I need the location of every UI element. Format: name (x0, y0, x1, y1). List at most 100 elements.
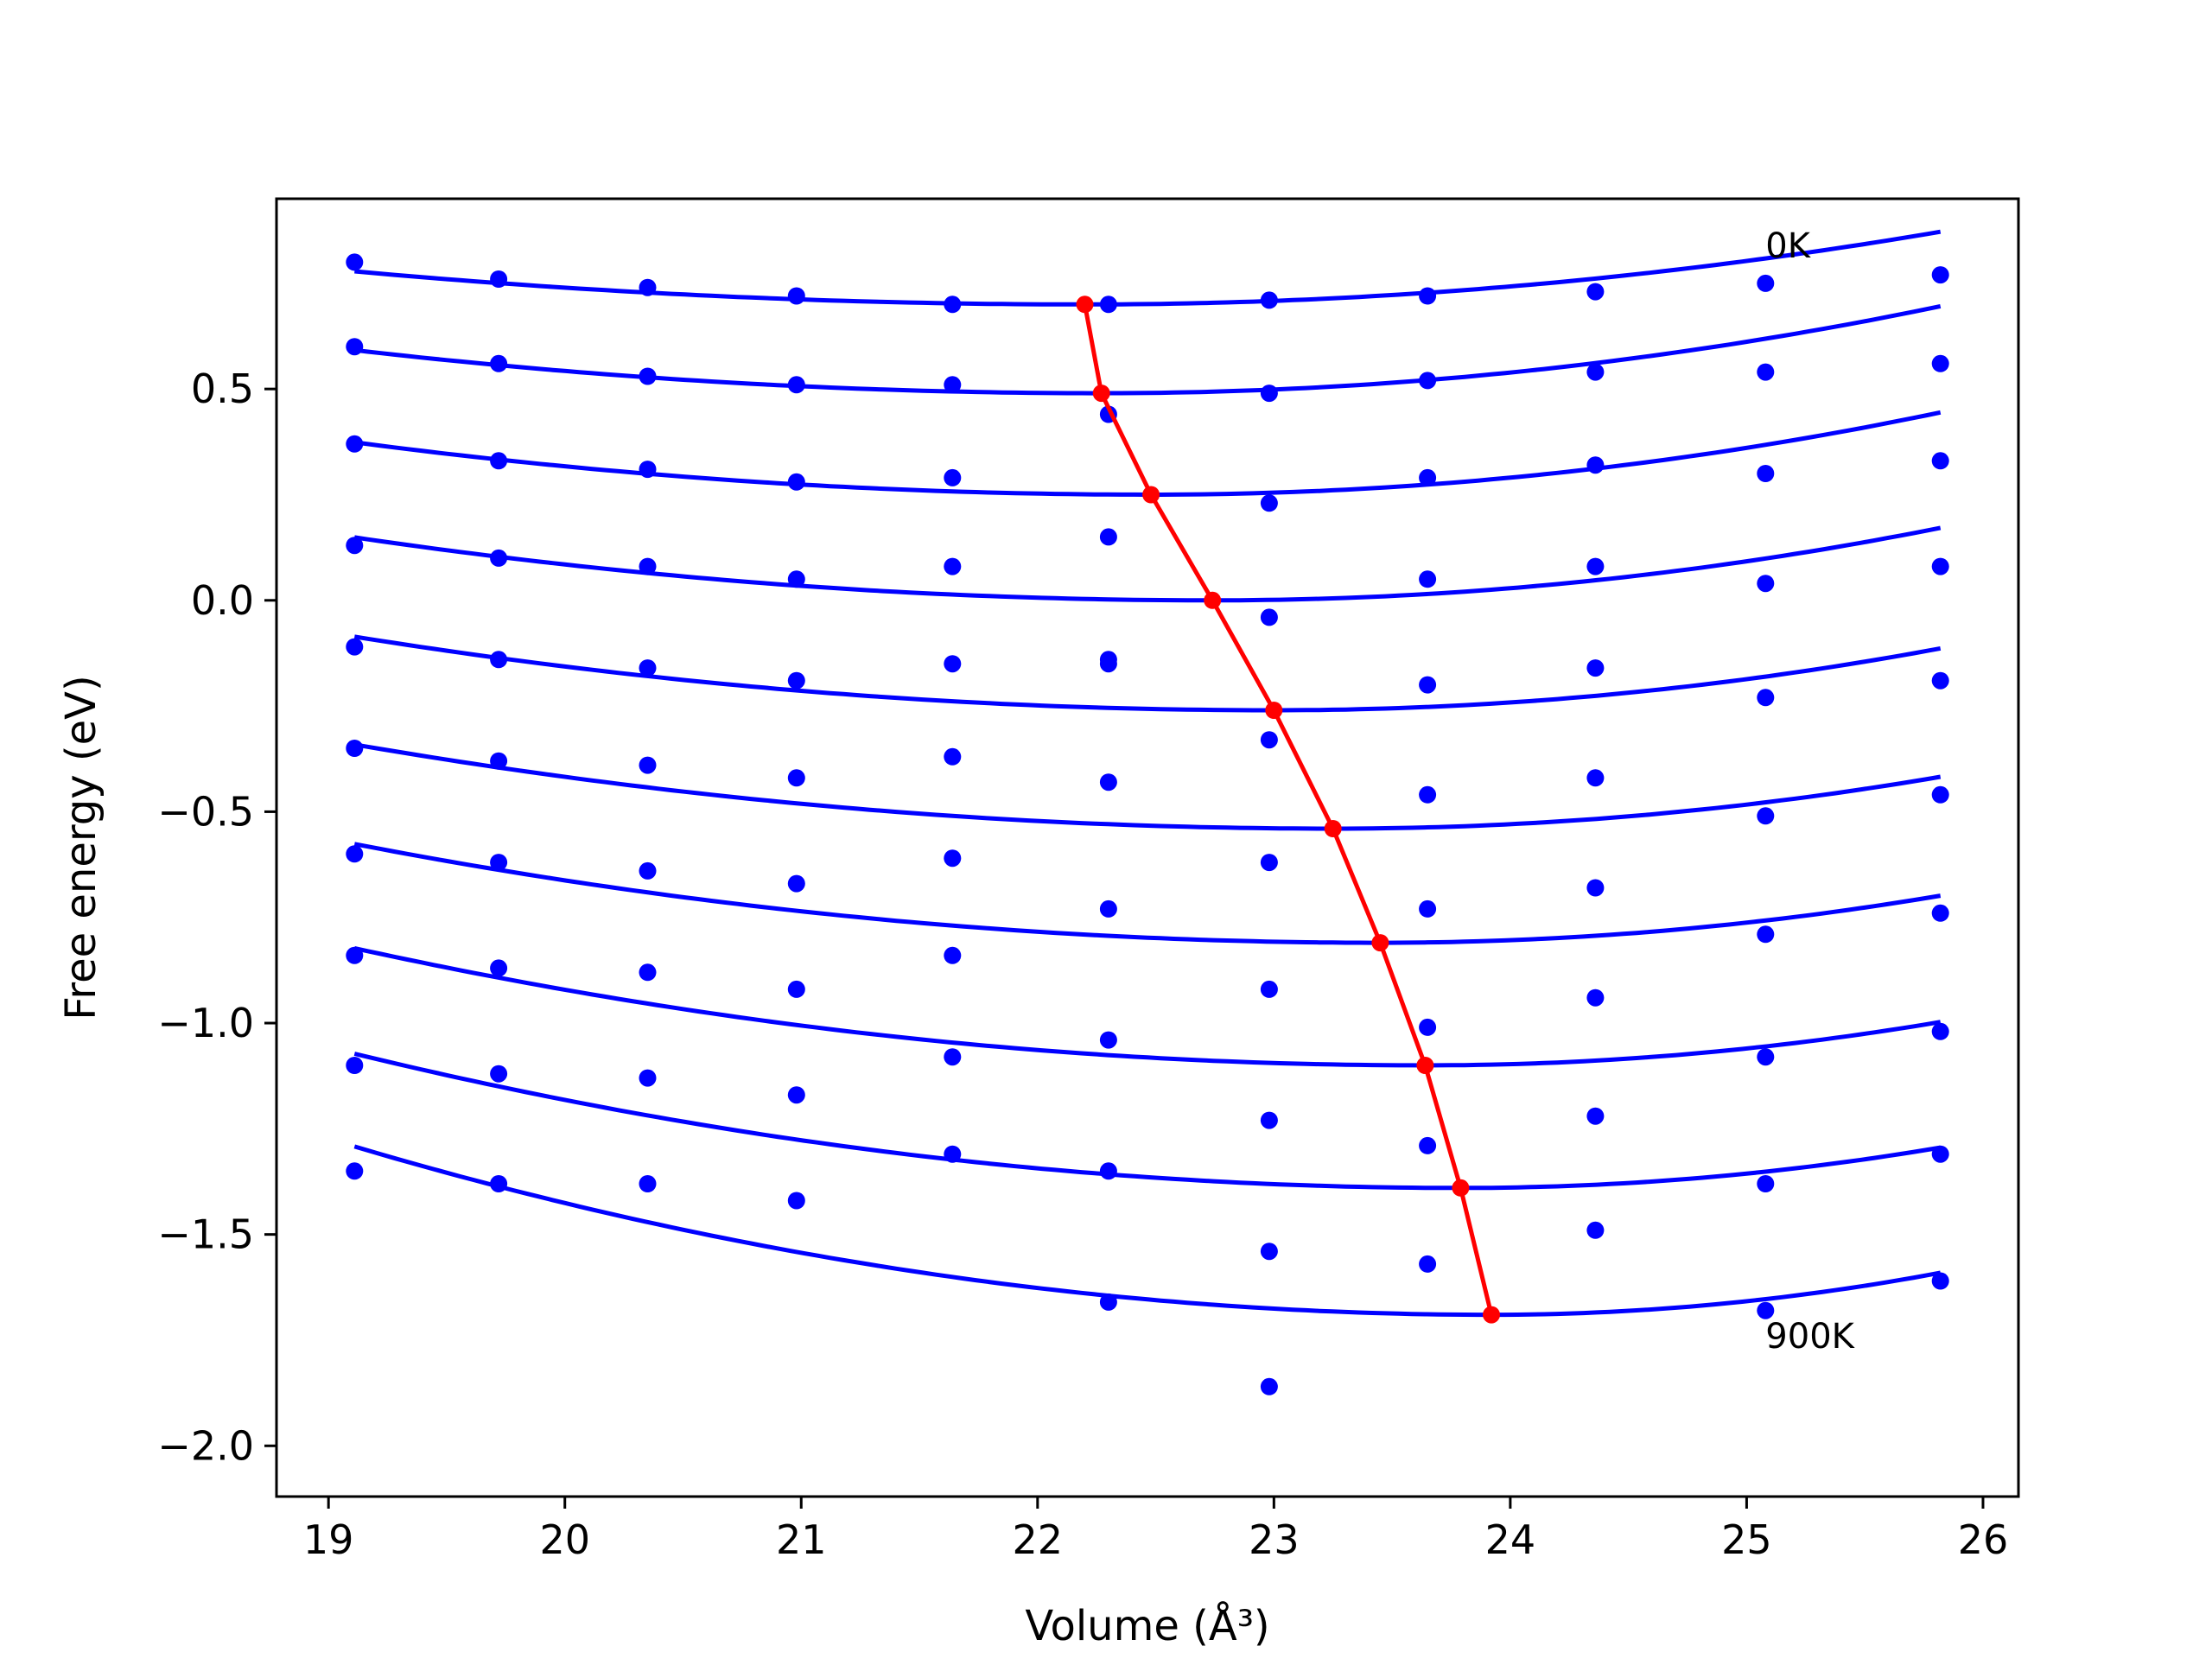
data-point-2-9 (1757, 465, 1775, 482)
data-point-6-9 (1757, 925, 1775, 944)
data-point-7-3 (787, 980, 805, 998)
data-point-7-0 (346, 946, 364, 964)
data-point-8-4 (944, 1048, 962, 1066)
data-point-4-5 (1099, 651, 1117, 669)
fit-curves (353, 229, 1942, 1318)
data-point-4-9 (1757, 689, 1775, 707)
data-point-9-4 (944, 1145, 962, 1163)
data-point-1-6 (1260, 385, 1278, 403)
data-point-0-5 (1099, 296, 1117, 314)
data-point-9-5 (1099, 1293, 1117, 1311)
data-point-2-1 (490, 452, 508, 470)
data-point-0-2 (639, 278, 657, 296)
data-point-4-10 (1931, 671, 1949, 690)
data-point-8-8 (1586, 1107, 1605, 1125)
data-point-2-4 (944, 468, 962, 486)
data-point-0-1 (490, 270, 508, 288)
data-point-5-5 (1099, 773, 1117, 791)
data-point-9-0 (346, 1162, 364, 1180)
data-point-6-2 (639, 861, 657, 880)
data-point-9-2 (639, 1175, 657, 1192)
minimum-point-1 (1092, 385, 1110, 403)
x-tick-label-1: 20 (539, 1516, 590, 1563)
data-point-6-10 (1931, 904, 1949, 922)
x-tick-label-4: 23 (1249, 1516, 1300, 1563)
data-point-0-8 (1586, 283, 1605, 301)
data-point-1-10 (1931, 354, 1949, 372)
data-point-5-6 (1260, 854, 1278, 872)
annotation-1: 900K (1765, 1317, 1855, 1357)
data-point-8-3 (787, 1086, 805, 1104)
data-point-2-0 (346, 435, 364, 453)
data-point-4-1 (490, 651, 508, 669)
data-point-0-7 (1419, 287, 1437, 305)
fit-curve-9 (353, 1144, 1942, 1318)
minimum-point-5 (1324, 820, 1342, 837)
data-point-7-5 (1099, 1031, 1117, 1049)
data-point-9-3 (787, 1192, 805, 1210)
data-point-6-3 (787, 874, 805, 893)
y-tick-label-0: 0.5 (191, 365, 254, 412)
plot-frame (275, 197, 2020, 1498)
fit-curve-5 (353, 742, 1942, 831)
y-tick-label-1: 0.0 (191, 577, 254, 624)
data-point-0-10 (1931, 266, 1949, 284)
data-point-3-0 (346, 537, 364, 555)
data-point-6-5 (1099, 899, 1117, 918)
data-point-4-2 (639, 659, 657, 677)
minimum-point-2 (1142, 486, 1160, 504)
data-point-1-9 (1757, 363, 1775, 381)
x-tick-label-3: 22 (1013, 1516, 1064, 1563)
data-point-2-3 (787, 473, 805, 491)
data-point-7-10 (1931, 1022, 1949, 1040)
data-point-8-5 (1099, 1162, 1117, 1180)
minimum-point-8 (1452, 1179, 1470, 1197)
x-tick-label-0: 19 (303, 1516, 354, 1563)
minimum-point-7 (1416, 1057, 1434, 1074)
data-point-3-1 (490, 549, 508, 567)
data-point-3-10 (1931, 557, 1949, 575)
data-point-2-2 (639, 461, 657, 479)
data-point-0-9 (1757, 274, 1775, 292)
data-point-4-3 (787, 671, 805, 690)
data-point-3-8 (1586, 557, 1605, 575)
data-point-8-1 (490, 1065, 508, 1083)
data-point-5-7 (1419, 785, 1437, 804)
data-point-1-3 (787, 376, 805, 394)
data-point-7-8 (1586, 988, 1605, 1007)
y-axis-label: Free energy (eV) (57, 675, 105, 1020)
data-point-9-7 (1419, 1255, 1437, 1273)
fit-curve-7 (353, 945, 1942, 1068)
data-point-5-8 (1586, 769, 1605, 787)
data-point-2-7 (1419, 468, 1437, 486)
data-point-7-7 (1419, 1018, 1437, 1036)
minima-path (1076, 296, 1500, 1324)
data-point-5-1 (490, 752, 508, 770)
fit-curve-4 (353, 634, 1942, 713)
minima-line (1083, 303, 1494, 1316)
minimum-point-6 (1371, 934, 1389, 952)
data-point-4-8 (1586, 659, 1605, 677)
data-point-4-6 (1260, 731, 1278, 749)
x-axis-label: Volume (Å³) (1025, 1601, 1269, 1650)
data-point-0-0 (346, 253, 364, 271)
data-point-7-9 (1757, 1048, 1775, 1066)
data-point-3-9 (1757, 575, 1775, 593)
data-point-1-2 (639, 367, 657, 385)
y-tick-label-3: −1.0 (157, 1000, 254, 1046)
data-point-4-7 (1419, 676, 1437, 694)
minimum-point-9 (1483, 1306, 1500, 1324)
data-point-2-5 (1099, 528, 1117, 546)
data-point-3-6 (1260, 608, 1278, 626)
data-point-0-3 (787, 287, 805, 305)
data-point-0-4 (944, 296, 962, 314)
y-tick-label-4: −1.5 (157, 1211, 254, 1258)
y-tick-label-5: −2.0 (157, 1422, 254, 1469)
fit-curve-6 (353, 842, 1942, 945)
data-point-2-6 (1260, 494, 1278, 512)
data-point-1-0 (346, 338, 364, 356)
data-point-7-6 (1260, 1111, 1278, 1129)
data-point-1-4 (944, 376, 962, 394)
minimum-point-4 (1265, 702, 1283, 719)
minimum-point-3 (1204, 591, 1222, 609)
